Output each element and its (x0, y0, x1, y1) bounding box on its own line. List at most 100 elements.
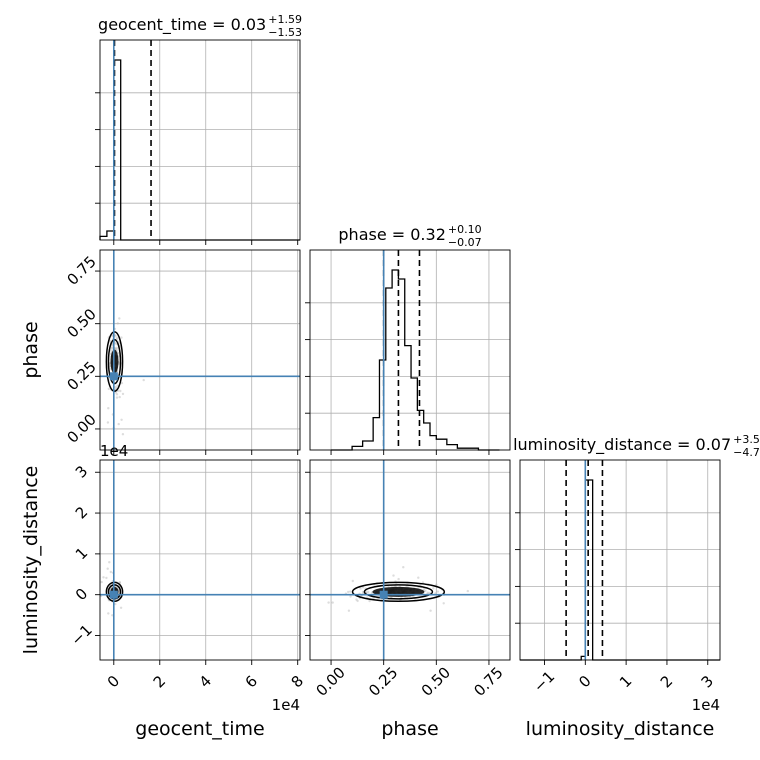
x-axis-label: phase (381, 718, 438, 740)
x-tick-label: 0.50 (418, 663, 454, 699)
panel-frame (99, 459, 301, 661)
sample-point (114, 385, 117, 389)
sample-point (114, 602, 117, 606)
x-offset-text-geocent: 1e4 (272, 696, 300, 714)
sample-point (397, 577, 400, 581)
x-tick-label: 0.25 (365, 663, 401, 699)
sample-point (121, 392, 125, 396)
sample-point (392, 574, 395, 577)
sample-point (120, 418, 123, 421)
sample-point (115, 396, 119, 399)
histogram-bars (331, 269, 500, 451)
sample-point (107, 407, 110, 410)
histogram-bars (520, 479, 720, 661)
sample-point (331, 601, 334, 604)
sample-point (115, 348, 118, 351)
x-tick-label: 0 (575, 672, 594, 691)
sample-point (116, 384, 119, 387)
contour-inner (363, 584, 434, 600)
sample-point (107, 387, 111, 391)
sample-point (436, 590, 439, 593)
sample-point (118, 395, 121, 399)
panel-title: phase = 0.32 +0.10−0.07 (338, 223, 481, 249)
scatter-panel-geocent_time-vs-luminosity_distance (95, 459, 301, 665)
grid-lines (100, 40, 300, 240)
sample-point (115, 393, 119, 396)
x-axis-label: geocent_time (135, 718, 264, 740)
sample-point (442, 602, 445, 605)
x-tick-label: 3 (698, 672, 717, 691)
sample-point (111, 346, 114, 349)
panel-title: geocent_time = 0.03 +1.59−1.53 (98, 13, 302, 39)
title-text: geocent_time = 0.03 (98, 15, 266, 35)
x-tick-label: 8 (288, 672, 307, 691)
sample-point (106, 421, 110, 424)
truth-marker (109, 590, 118, 599)
sample-point (351, 579, 354, 583)
y-offset-text: 1e4 (100, 442, 128, 460)
title-upper-error: +1.59 (268, 13, 302, 26)
sample-point (424, 589, 427, 593)
y-tick-label: 0.25 (63, 358, 99, 394)
x-tick-label: 4 (196, 672, 215, 691)
sample-point (359, 587, 362, 590)
sample-point (115, 337, 119, 341)
sample-point (367, 590, 370, 594)
hist-panel-phase: phase = 0.32 +0.10−0.07 (305, 223, 511, 455)
x-tick-label: 6 (242, 672, 261, 691)
grid-lines (100, 460, 300, 660)
truth-marker (109, 372, 118, 381)
y-tick-label: −1 (67, 621, 95, 649)
x-tick-label: 2 (150, 672, 169, 691)
sample-point (435, 583, 438, 586)
sample-point (120, 336, 123, 339)
sample-point (142, 378, 145, 382)
sample-point (118, 317, 121, 320)
title-lower-error: −1.53 (268, 26, 302, 39)
sample-point (347, 609, 351, 612)
scatter-panel-phase-vs-luminosity_distance (305, 459, 511, 665)
x-tick-label: −1 (530, 667, 558, 695)
sample-point (361, 590, 365, 594)
y-tick-label: 0.75 (63, 253, 99, 289)
sample-point (417, 576, 420, 579)
sample-point (102, 576, 105, 579)
title-text: luminosity_distance = 0.07 (513, 435, 731, 455)
sample-point (368, 599, 371, 603)
grid-lines (310, 460, 510, 660)
x-axis-label: luminosity_distance (526, 718, 715, 740)
y-tick-label: 0.50 (63, 305, 99, 341)
sample-point (466, 589, 469, 593)
sample-point (347, 590, 350, 594)
sample-point (349, 595, 352, 598)
hist-panel-geocent_time: geocent_time = 0.03 +1.59−1.53 (95, 13, 302, 245)
y-axis-label: luminosity_distance (20, 466, 42, 655)
sample-point (109, 349, 113, 352)
x-tick-label: 2 (657, 672, 676, 691)
truth-marker (379, 590, 388, 599)
histogram-bars (99, 59, 300, 241)
sample-point (118, 581, 122, 584)
title-lower-error: −0.07 (448, 236, 482, 249)
sample-point (111, 614, 114, 617)
grid-lines (310, 250, 510, 450)
sample-point (432, 587, 435, 590)
x-tick-label: 0 (104, 672, 123, 691)
y-tick-label: 1 (72, 544, 91, 563)
panel-frame (309, 459, 511, 661)
sample-point (100, 580, 103, 584)
x-offset-text-distance: 1e4 (692, 696, 720, 714)
y-tick-label: 2 (72, 503, 91, 522)
title-upper-error: +0.10 (448, 223, 482, 236)
sample-point (109, 570, 113, 574)
panel-title: luminosity_distance = 0.07+3.55−4.77 (513, 433, 760, 459)
title-lower-error: −4.77 (733, 446, 760, 459)
sample-point (355, 598, 358, 601)
y-axis-label: phase (20, 321, 42, 378)
hist-panel-luminosity_distance: luminosity_distance = 0.07+3.55−4.77 (513, 433, 760, 665)
sample-point (119, 389, 122, 393)
sample-point (429, 609, 432, 612)
contour-outer (351, 581, 446, 603)
x-tick-label: 1 (616, 672, 635, 691)
